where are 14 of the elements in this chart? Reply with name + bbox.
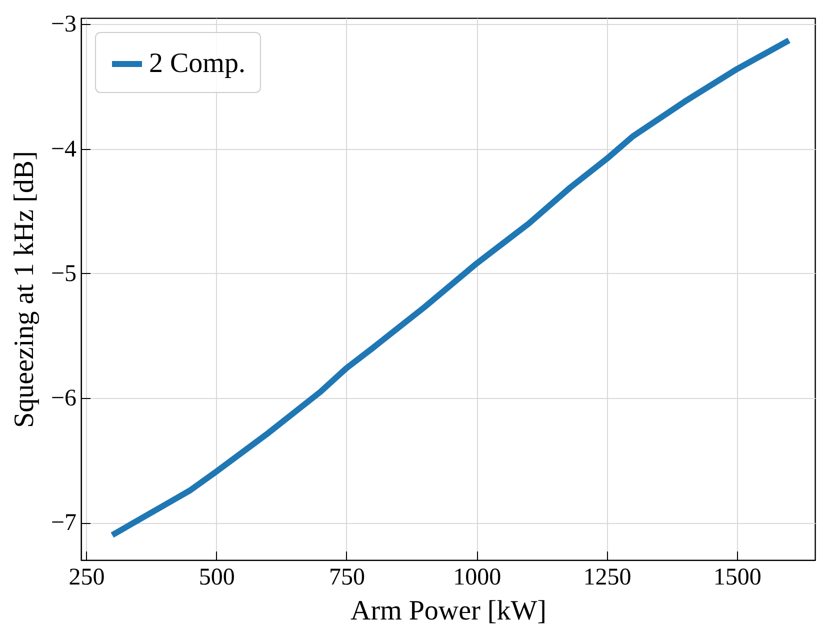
x-tick-label: 1000 [453, 564, 502, 590]
legend-label: 2 Comp. [149, 48, 246, 79]
y-tick-label: −7 [50, 510, 76, 536]
x-tick-label: 750 [328, 564, 365, 590]
y-tick-label: −4 [50, 136, 76, 162]
y-axis-title: Squeezing at 1 kHz [dB] [8, 151, 40, 428]
x-tick-label: 1250 [583, 564, 632, 590]
y-tick-label: −3 [50, 12, 76, 38]
x-tick-label: 250 [68, 564, 105, 590]
x-axis-title: Arm Power [kW] [350, 596, 546, 626]
x-tick-label: 500 [198, 564, 235, 590]
y-tick-label: −5 [50, 260, 76, 287]
y-tick-label: −6 [50, 386, 76, 412]
x-tick-label: 1500 [713, 564, 762, 590]
